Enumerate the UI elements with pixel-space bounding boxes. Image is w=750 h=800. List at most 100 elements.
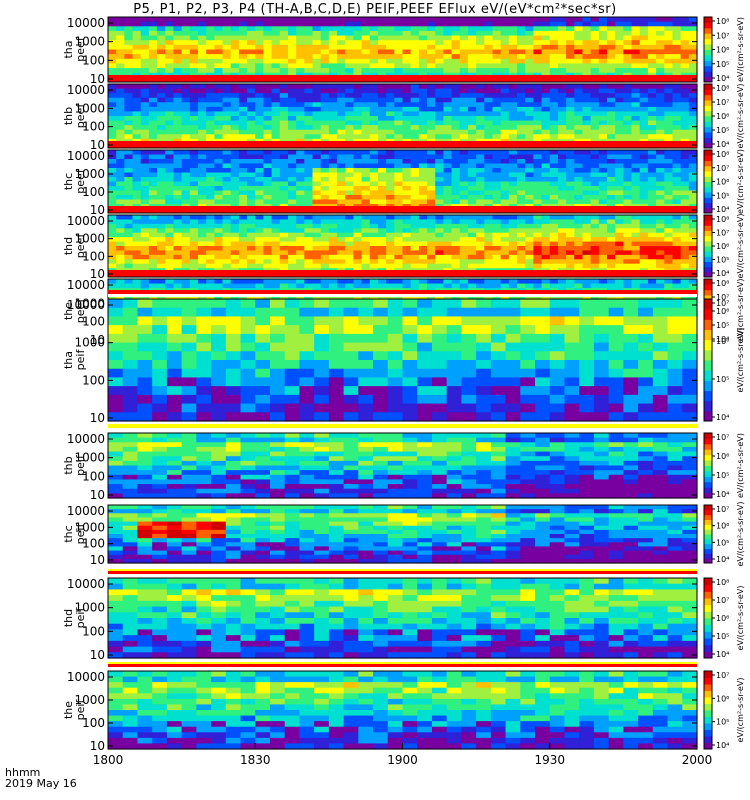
- x-tick-label: 1930: [534, 753, 565, 767]
- panel-thc-peef: 10 100 1000 10000 thc peef 10⁴ 10⁵ 10⁶ 10⁷ 10⁸ eV/(…: [62, 149, 745, 217]
- panel-tha-peef: 10 100 1000 10000 tha peef 10⁴ 10⁵ 10⁶ 10⁷ 10⁸ eV/(…: [62, 16, 745, 86]
- colorbar-tick-label: 10⁴: [716, 650, 729, 659]
- colorbar-tick-label: 10⁶: [716, 242, 729, 251]
- colorbar-tick-label: 10⁸: [716, 215, 729, 224]
- y-tick-label: 10000: [67, 214, 105, 228]
- panel-product-label: peef: [74, 298, 87, 324]
- colorbar-tick-label: 10⁷: [716, 671, 729, 680]
- y-tick-label: 10: [90, 203, 105, 217]
- y-tick-label: 10: [90, 333, 105, 347]
- y-tick-label: 10000: [67, 670, 105, 684]
- colorbar-tick-label: 10⁵: [716, 60, 729, 69]
- colorbar-unit-label: eV/(cm²-s-sr-eV): [736, 328, 745, 393]
- colorbar-tick-label: 10⁴: [716, 140, 729, 149]
- panel-probe-label: thc: [62, 525, 75, 542]
- y-tick-label: 1000: [74, 336, 105, 350]
- colorbar: 10⁴ 10⁵ 10⁶ 10⁷ 10⁸ eV/(cm²-s-sr-eV): [703, 16, 745, 83]
- y-tick-label: 10: [90, 138, 105, 152]
- colorbar-tick-label: 10⁶: [716, 46, 729, 55]
- y-tick-label: 100: [82, 120, 105, 134]
- colorbar-tick-label: 10⁵: [716, 256, 729, 265]
- panel-product-label: peif: [74, 349, 87, 371]
- panel-probe-label: thd: [62, 237, 75, 255]
- colorbar-tick-label: 10⁵: [716, 191, 729, 200]
- colorbar-tick-label: 10⁷: [716, 98, 729, 107]
- colorbar-unit-label: eV/(cm²-s-sr-eV): [736, 17, 745, 82]
- y-tick-label: 1000: [74, 167, 105, 181]
- colorbar-unit-label: eV/(cm²-s-sr-eV): [736, 586, 745, 651]
- date-label: 2019 May 16: [5, 777, 77, 790]
- panel-thd-peif: 10 100 1000 10000 thd peif 10⁴ 10⁵ 10⁶ 10⁷ 10⁸ eV/(…: [62, 569, 745, 662]
- colorbar-tick-label: 10⁷: [716, 31, 729, 40]
- colorbar-tick-label: 10⁴: [716, 335, 729, 344]
- y-tick-label: 10: [90, 411, 105, 425]
- colorbar: 10⁴ 10⁵ 10⁶ 10⁷ 10⁸ eV/(cm²-s-sr-eV): [703, 214, 745, 279]
- panel-product-label: peef: [74, 233, 87, 259]
- colorbar-tick-label: 10⁵: [716, 538, 729, 547]
- colorbar-tick-label: 10⁵: [716, 126, 729, 135]
- x-tick-label: 2000: [682, 753, 713, 767]
- y-tick-label: 100: [82, 53, 105, 67]
- colorbar-tick-label: 10⁵: [716, 718, 729, 727]
- colorbar-unit-label: eV/(cm²-s-sr-eV): [736, 279, 745, 344]
- colorbar-tick-label: 10⁴: [716, 741, 729, 750]
- y-tick-label: 10: [90, 72, 105, 86]
- y-tick-label: 100: [82, 537, 105, 551]
- colorbar-unit-label: eV/(cm²-s-sr-eV): [736, 678, 745, 743]
- time-axis-label: hhmm: [5, 766, 41, 779]
- x-tick-label: 1830: [240, 753, 271, 767]
- panel-thc-peif: 10 100 1000 10000 thc peif 10⁴ 10⁵ 10⁶ 10⁷ eV/(cm²…: [62, 502, 745, 567]
- panel-probe-label: thb: [62, 107, 75, 125]
- colorbar-tick-label: 10⁴: [716, 269, 729, 278]
- y-tick-label: 1000: [74, 35, 105, 49]
- colorbar-unit-label: eV/(cm²-s-sr-eV): [736, 84, 745, 149]
- panel-probe-label: the: [62, 701, 75, 719]
- panel-product-label: peif: [74, 454, 87, 476]
- panel-probe-label: tha: [62, 40, 75, 58]
- y-tick-label: 10000: [67, 149, 105, 163]
- colorbar-tick-label: 10⁸: [716, 84, 729, 93]
- colorbar-tick-label: 10⁵: [716, 471, 729, 480]
- panel-thb-peif: 10 100 1000 10000 thb peif 10⁴ 10⁵ 10⁶ 10⁷ eV/(cm²…: [62, 424, 745, 502]
- y-tick-label: 1000: [74, 101, 105, 115]
- colorbar-tick-label: 10⁵: [716, 375, 729, 384]
- colorbar-tick-label: 10⁷: [716, 299, 729, 308]
- colorbar-tick-label: 10⁶: [716, 178, 729, 187]
- colorbar-tick-label: 10⁷: [716, 596, 729, 605]
- colorbar-tick-label: 10⁸: [716, 17, 729, 26]
- colorbar-tick-label: 10⁴: [716, 555, 729, 564]
- colorbar-unit-label: eV/(cm²-s-sr-eV): [736, 214, 745, 279]
- panel-probe-label: thd: [62, 609, 75, 627]
- colorbar-tick-label: 10⁸: [716, 578, 729, 587]
- colorbar-tick-label: 10⁷: [716, 433, 729, 442]
- y-tick-label: 10: [90, 553, 105, 567]
- y-tick-label: 100: [82, 624, 105, 638]
- y-tick-label: 10000: [67, 83, 105, 97]
- panel-product-label: peef: [74, 168, 87, 194]
- colorbar-tick-label: 10⁷: [716, 229, 729, 238]
- y-tick-label: 1000: [74, 601, 105, 615]
- colorbar-tick-label: 10⁶: [716, 614, 729, 623]
- panel-thd-peef: 10 100 1000 10000 thd peef 10⁴ 10⁵ 10⁶ 10⁷ 10⁸ eV/(…: [62, 214, 745, 281]
- y-tick-label: 10000: [67, 298, 105, 312]
- colorbar-tick-label: 10⁸: [716, 279, 729, 288]
- panel-product-label: peef: [74, 36, 87, 62]
- y-tick-label: 100: [82, 716, 105, 730]
- panel-product-label: peif: [74, 699, 87, 721]
- page-title: P5, P1, P2, P3, P4 (TH-A,B,C,D,E) PEIF,P…: [133, 2, 617, 17]
- colorbar-unit-label: eV/(cm²-s-sr-eV): [736, 502, 745, 567]
- colorbar-tick-label: 10⁴: [716, 74, 729, 83]
- panel-probe-label: thb: [62, 456, 75, 474]
- y-tick-label: 10000: [67, 16, 105, 30]
- x-tick-label: 1900: [387, 753, 418, 767]
- colorbar-tick-label: 10⁷: [716, 505, 729, 514]
- y-tick-label: 10: [90, 739, 105, 753]
- panel-probe-label: tha: [62, 351, 75, 369]
- y-tick-label: 10000: [67, 432, 105, 446]
- y-tick-label: 1000: [74, 296, 105, 310]
